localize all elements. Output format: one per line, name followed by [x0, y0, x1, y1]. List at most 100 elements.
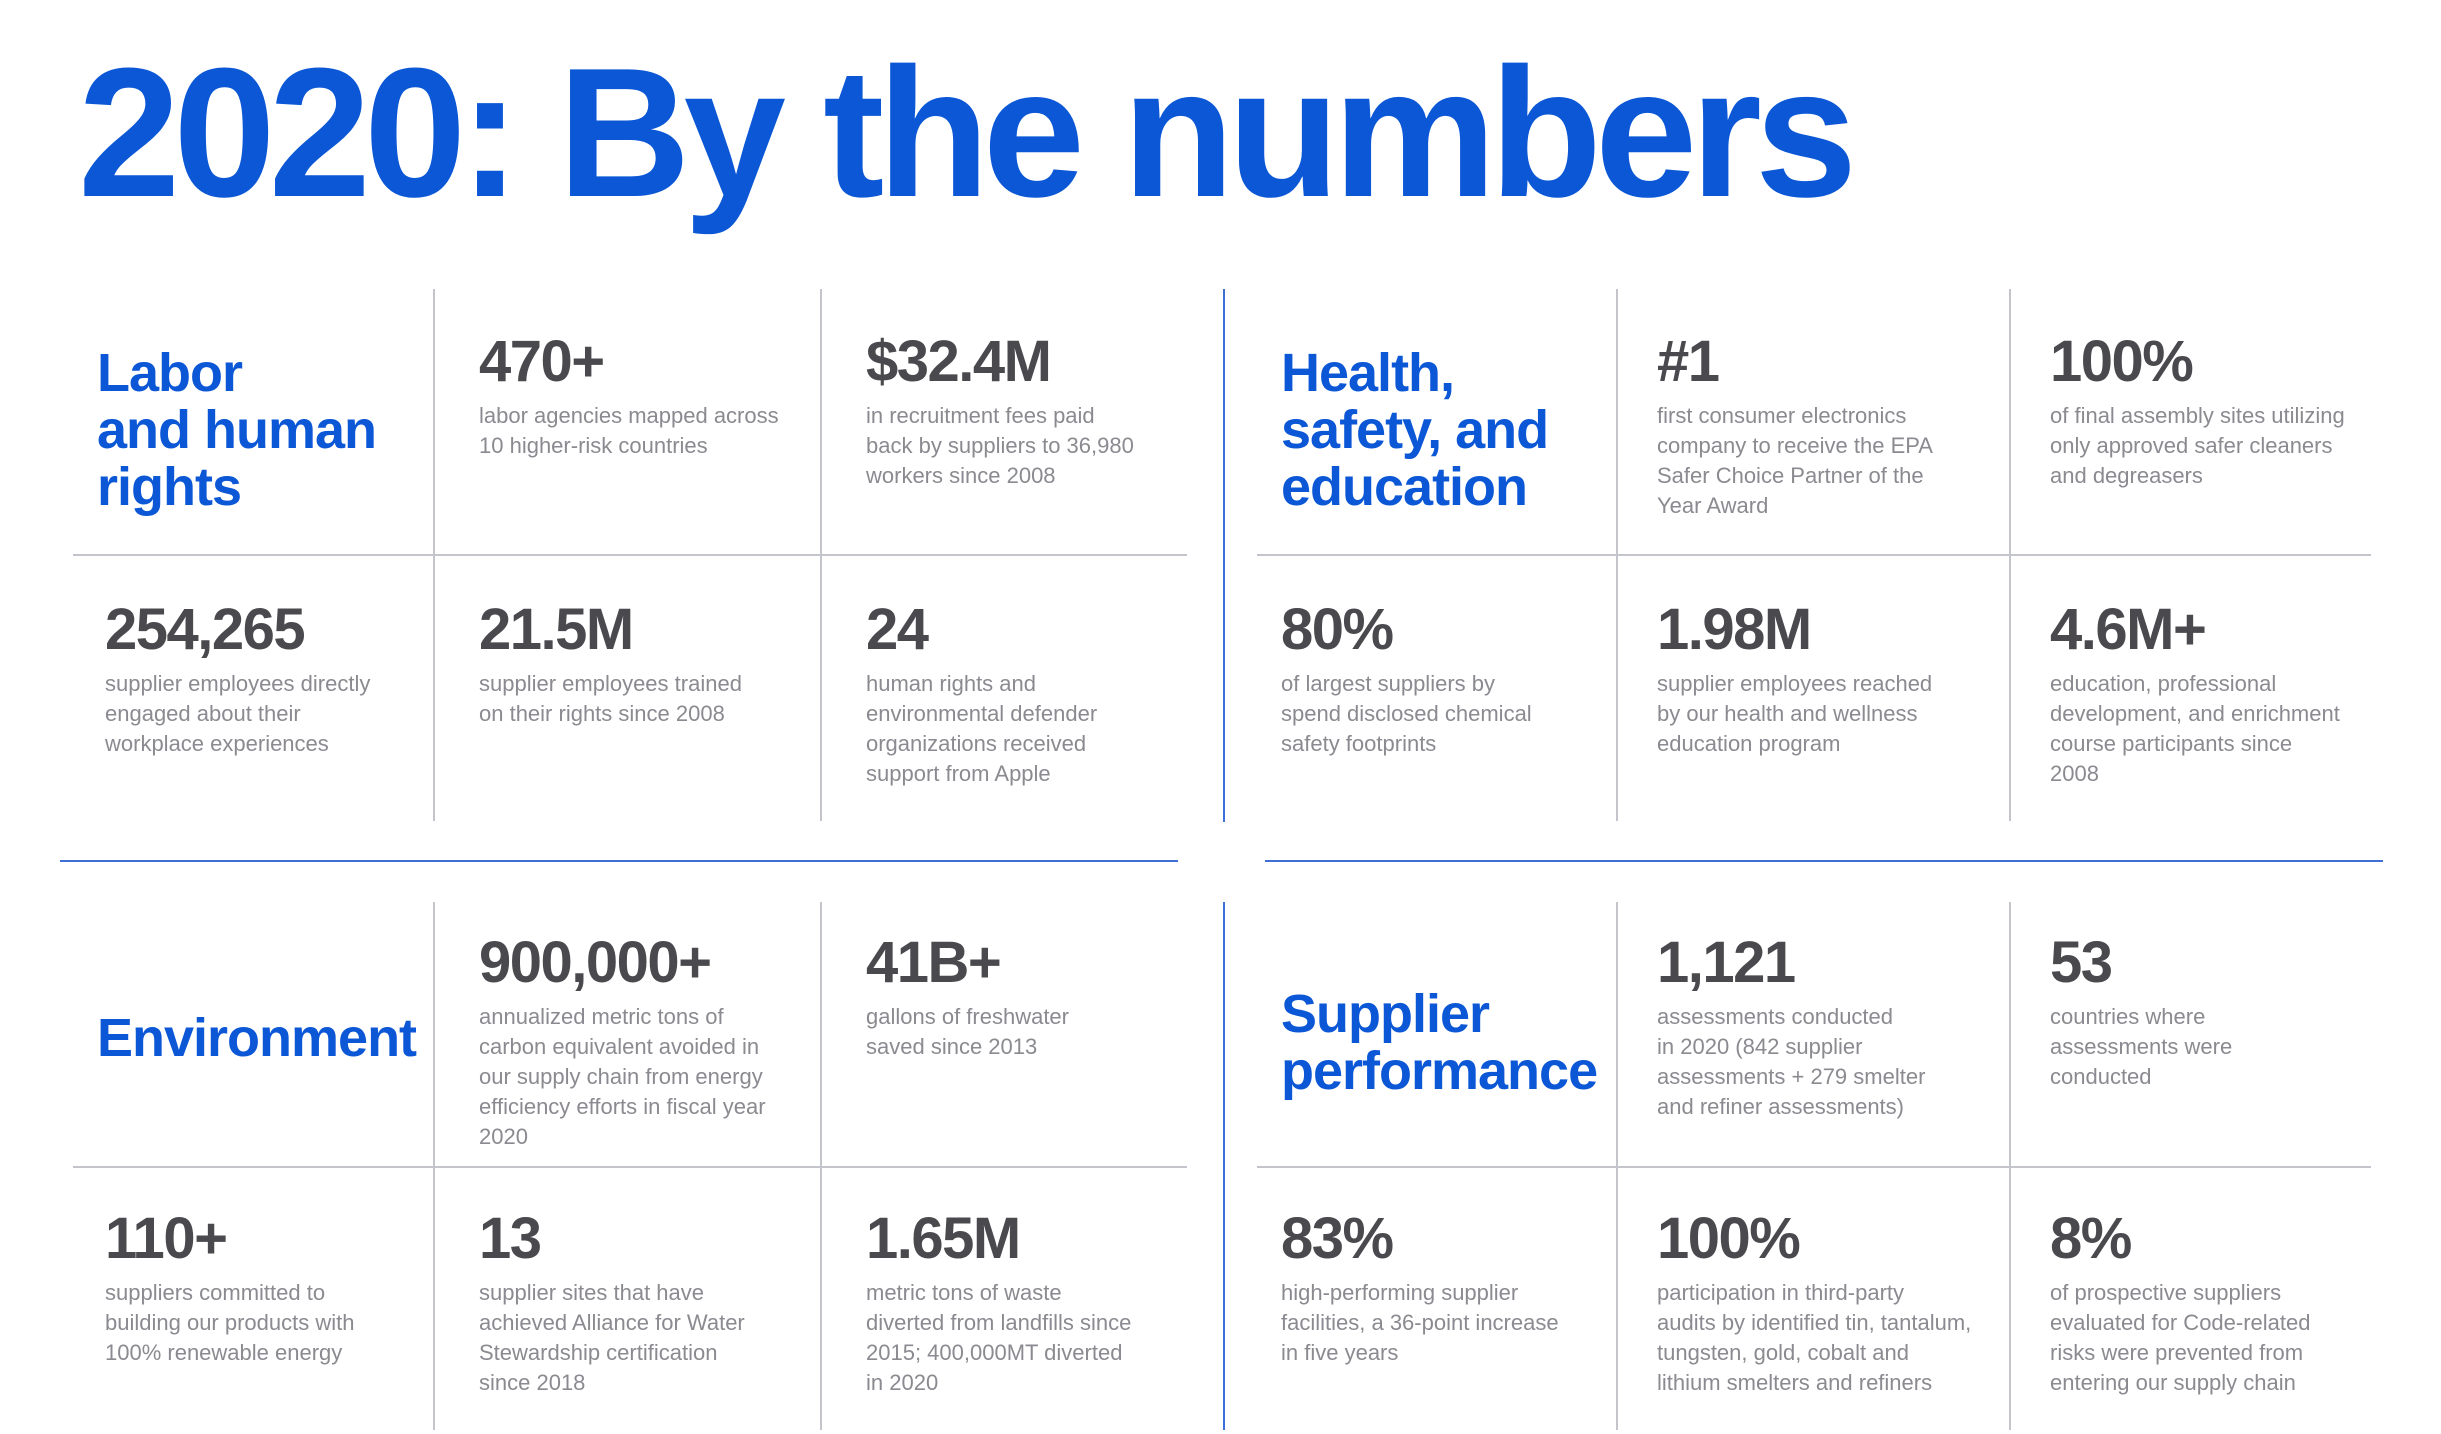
- stat-cell: 8% of prospective suppliers evaluated for …: [2050, 1208, 2380, 1398]
- grid-line-horizontal: [73, 1166, 1187, 1168]
- stat-description-line: risks were prevented from: [2050, 1340, 2304, 1365]
- stat-description-line: course participants since: [2050, 731, 2293, 756]
- stat-description-line: saved since 2013: [866, 1034, 1038, 1059]
- stat-description-line: labor agencies mapped across: [479, 403, 779, 428]
- stat-description-line: countries where: [2050, 1004, 2206, 1029]
- stat-value: 110+: [105, 1206, 228, 1271]
- stat-value: 1.65M: [866, 1206, 1021, 1271]
- stat-description-line: by our health and wellness: [1657, 701, 1918, 726]
- stat-description-line: assessments conducted: [1657, 1004, 1894, 1029]
- stat-description: countries where assessments were conducted: [2050, 1002, 2380, 1092]
- stat-cell: 110+ suppliers committed to building our p…: [105, 1208, 435, 1368]
- stat-description: education, professional development, and …: [2050, 669, 2380, 789]
- stat-description-line: in recruitment fees paid: [866, 403, 1095, 428]
- stat-description: supplier employees trained on their right…: [479, 669, 809, 729]
- stat-description: annualized metric tons of carbon equivale…: [479, 1002, 809, 1152]
- stat-description-line: 100% renewable energy: [105, 1340, 343, 1365]
- stat-description: of prospective suppliers evaluated for Co…: [2050, 1278, 2380, 1398]
- stat-description-line: human rights and: [866, 671, 1036, 696]
- stat-cell: 83% high-performing supplier facilities, a…: [1281, 1208, 1611, 1368]
- stat-description-line: spend disclosed chemical: [1281, 701, 1532, 726]
- stat-cell: #1 first consumer electronics company to r…: [1657, 331, 1987, 521]
- stat-description: assessments conducted in 2020 (842 suppli…: [1657, 1002, 1987, 1122]
- stat-value: 470+: [479, 329, 605, 394]
- grid-line-vertical: [433, 902, 435, 1430]
- section-labor-and-human-rights: Labor and human rights 470+ labor agencies m…: [73, 289, 1201, 821]
- stat-description-line: in 2020: [866, 1370, 939, 1395]
- stat-description-line: first consumer electronics: [1657, 403, 1907, 428]
- section-heading-line: Environment: [97, 1008, 417, 1068]
- stat-description: metric tons of waste diverted from landfi…: [866, 1278, 1196, 1398]
- divider-vertical-top: [1223, 289, 1225, 822]
- stat-description-line: metric tons of waste: [866, 1280, 1062, 1305]
- stat-description-line: supplier employees reached: [1657, 671, 1933, 696]
- stat-value: 900,000+: [479, 930, 712, 995]
- grid-line-horizontal: [73, 554, 1187, 556]
- stat-description-line: workplace experiences: [105, 731, 329, 756]
- stat-description-line: supplier sites that have: [479, 1280, 705, 1305]
- stat-description-line: suppliers committed to: [105, 1280, 326, 1305]
- grid-line-vertical: [820, 289, 822, 821]
- grid-line-vertical: [433, 289, 435, 821]
- stat-description: gallons of freshwater saved since 2013: [866, 1002, 1196, 1062]
- grid-line-vertical: [1616, 902, 1618, 1430]
- stat-description: first consumer electronics company to rec…: [1657, 401, 1987, 521]
- grid-line-vertical: [2009, 289, 2011, 821]
- stat-description-line: workers since 2008: [866, 463, 1056, 488]
- stat-value: 80%: [1281, 597, 1394, 662]
- stat-description-line: Stewardship certification: [479, 1340, 718, 1365]
- stat-description-line: entering our supply chain: [2050, 1370, 2296, 1395]
- stat-cell: 13 supplier sites that have achieved Allia…: [479, 1208, 809, 1398]
- stat-description-line: organizations received: [866, 731, 1087, 756]
- stat-description-line: achieved Alliance for Water: [479, 1310, 745, 1335]
- stat-description: human rights and environmental defender or…: [866, 669, 1196, 789]
- stat-value: $32.4M: [866, 329, 1052, 394]
- stat-cell: 4.6M+ education, professional development,…: [2050, 599, 2380, 789]
- section-heading-line: performance: [1281, 1041, 1598, 1101]
- stat-description-line: diverted from landfills since: [866, 1310, 1132, 1335]
- stat-description-line: participation in third-party: [1657, 1280, 1905, 1305]
- stat-cell: 24 human rights and environmental defender…: [866, 599, 1196, 789]
- stat-description: high-performing supplier facilities, a 36…: [1281, 1278, 1611, 1368]
- stat-description-line: lithium smelters and refiners: [1657, 1370, 1933, 1395]
- stat-description-line: gallons of freshwater: [866, 1004, 1069, 1029]
- stat-cell: $32.4M in recruitment fees paid back by su…: [866, 331, 1196, 491]
- stat-description-line: on their rights since 2008: [479, 701, 725, 726]
- stat-description-line: and refiner assessments): [1657, 1094, 1904, 1119]
- page-title: 2020: By the numbers: [78, 29, 1857, 235]
- section-heading-line: Health,: [1281, 343, 1455, 403]
- grid-line-vertical: [2009, 902, 2011, 1430]
- stat-description-line: safety footprints: [1281, 731, 1437, 756]
- stat-cell: 1.98M supplier employees reached by our he…: [1657, 599, 1987, 759]
- stat-description-line: our supply chain from energy: [479, 1064, 763, 1089]
- stat-description-line: since 2018: [479, 1370, 586, 1395]
- section-heading-line: rights: [97, 457, 242, 517]
- stat-cell: 21.5M supplier employees trained on their …: [479, 599, 809, 729]
- stat-value: 21.5M: [479, 597, 634, 662]
- stat-description-line: of prospective suppliers: [2050, 1280, 2282, 1305]
- stat-cell: 900,000+ annualized metric tons of carbon …: [479, 932, 809, 1152]
- section-heading-line: education: [1281, 457, 1528, 517]
- divider-vertical-bottom: [1223, 902, 1225, 1430]
- stat-value: 100%: [2050, 329, 2194, 394]
- stat-value: 13: [479, 1206, 542, 1271]
- stat-cell: 80% of largest suppliers by spend disclose…: [1281, 599, 1611, 759]
- stat-description: supplier employees directly engaged about…: [105, 669, 435, 759]
- stat-description-line: 2015; 400,000MT diverted: [866, 1340, 1123, 1365]
- stat-cell: 1,121 assessments conducted in 2020 (842 s…: [1657, 932, 1987, 1122]
- grid-line-horizontal: [1257, 554, 2371, 556]
- stat-description-line: in five years: [1281, 1340, 1399, 1365]
- stat-description-line: engaged about their: [105, 701, 301, 726]
- stat-description-line: high-performing supplier: [1281, 1280, 1519, 1305]
- grid-line-horizontal: [1257, 1166, 2371, 1168]
- stat-description-line: conducted: [2050, 1064, 2152, 1089]
- stat-description-line: building our products with: [105, 1310, 355, 1335]
- stat-value: 100%: [1657, 1206, 1801, 1271]
- stat-value: 8%: [2050, 1206, 2132, 1271]
- stat-value: 1,121: [1657, 930, 1796, 995]
- section-heading-line: safety, and: [1281, 400, 1549, 460]
- stat-description-line: assessments + 279 smelter: [1657, 1064, 1926, 1089]
- stat-description: supplier employees reached by our health …: [1657, 669, 1987, 759]
- stat-description-line: annualized metric tons of: [479, 1004, 724, 1029]
- section-heading-line: and human: [97, 400, 377, 460]
